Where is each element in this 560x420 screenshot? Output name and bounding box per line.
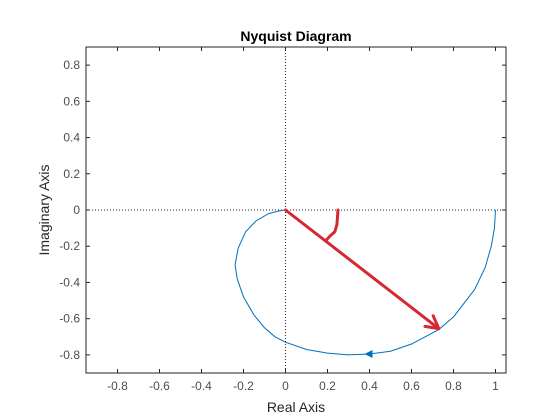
y-axis-label: Imaginary Axis [36, 164, 52, 255]
y-tick-label: 0.2 [63, 167, 80, 181]
x-tick-label: 0 [282, 379, 289, 393]
y-tick-label: 0.6 [63, 94, 80, 108]
nyquist-curve-group [234, 209, 496, 358]
overlay-arrowhead [423, 314, 441, 331]
overlay-annotation-group [284, 208, 441, 331]
x-tick-label: -0.4 [191, 379, 212, 393]
overlay-stroke-2 [284, 208, 441, 331]
overlay-stroke-1 [324, 208, 340, 242]
x-tick-label: -0.6 [149, 379, 170, 393]
y-tick-label: -0.6 [59, 312, 80, 326]
y-axis-ticks: -0.8 -0.6 -0.4 -0.2 0 0.2 0.4 0.6 0.8 [59, 58, 506, 362]
y-tick-label: -0.4 [59, 275, 80, 289]
x-tick-label: 0.8 [445, 379, 462, 393]
x-tick-label: 0.4 [361, 379, 378, 393]
chart-title: Nyquist Diagram [240, 28, 351, 44]
nyquist-curve [234, 209, 496, 356]
y-tick-label: 0 [73, 203, 80, 217]
y-tick-label: 0.8 [63, 58, 80, 72]
x-axis-ticks: -0.8 -0.6 -0.4 -0.2 0 0.2 0.4 0.6 0.8 1 [107, 47, 499, 393]
direction-arrow-marker [364, 349, 373, 358]
x-tick-label: -0.8 [107, 379, 128, 393]
x-tick-label: 0.2 [319, 379, 336, 393]
x-tick-label: 0.6 [403, 379, 420, 393]
x-tick-label: -0.2 [233, 379, 254, 393]
y-tick-label: -0.8 [59, 348, 80, 362]
x-axis-label: Real Axis [267, 399, 325, 415]
y-tick-label: -0.2 [59, 239, 80, 253]
y-tick-label: 0.4 [63, 131, 80, 145]
x-tick-label: 1 [492, 379, 499, 393]
